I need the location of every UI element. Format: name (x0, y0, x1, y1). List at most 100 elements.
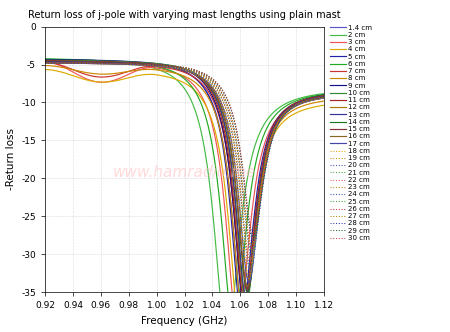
16 cm (171, 66, 176, 70)
14 cm (321, 95, 327, 99)
14 cm (262, 162, 267, 166)
10 cm (42, 58, 48, 62)
9 cm (262, 156, 267, 160)
26 cm (313, 97, 319, 101)
26 cm (178, 65, 183, 69)
29 cm (171, 64, 176, 68)
Line: 18 cm: 18 cm (45, 63, 324, 279)
13 cm (171, 65, 176, 69)
25 cm (42, 61, 48, 65)
18 cm (321, 96, 327, 100)
6 cm (321, 92, 327, 96)
26 cm (262, 168, 267, 172)
13 cm (57, 60, 62, 64)
30 cm (171, 64, 176, 68)
29 cm (313, 97, 319, 101)
24 cm (171, 65, 176, 69)
13 cm (262, 155, 267, 159)
22 cm (248, 261, 253, 265)
Line: 19 cm: 19 cm (45, 63, 324, 275)
2 cm (313, 93, 319, 97)
3 cm (313, 97, 319, 101)
Legend: 1.4 cm, 2 cm, 3 cm, 4 cm, 5 cm, 6 cm, 7 cm, 8 cm, 9 cm, 10 cm, 11 cm, 12 cm, 13 : 1.4 cm, 2 cm, 3 cm, 4 cm, 5 cm, 6 cm, 7 … (330, 25, 372, 241)
15 cm (171, 65, 176, 69)
24 cm (313, 97, 319, 101)
21 cm (57, 61, 62, 65)
12 cm (42, 59, 48, 63)
1.4 cm (262, 155, 267, 159)
Line: 7 cm: 7 cm (45, 62, 324, 300)
6 cm (313, 94, 319, 98)
22 cm (171, 65, 176, 69)
11 cm (313, 95, 319, 99)
21 cm (171, 65, 176, 69)
Line: 30 cm: 30 cm (45, 63, 324, 233)
15 cm (321, 95, 327, 99)
10 cm (313, 95, 319, 99)
10 cm (178, 65, 183, 69)
20 cm (178, 66, 183, 70)
11 cm (171, 65, 176, 69)
16 cm (321, 96, 327, 100)
24 cm (249, 254, 254, 258)
7 cm (313, 97, 319, 101)
14 cm (57, 60, 62, 64)
10 cm (57, 58, 62, 62)
23 cm (171, 65, 176, 69)
29 cm (178, 65, 183, 69)
30 cm (251, 231, 256, 235)
8 cm (321, 99, 327, 103)
Line: 25 cm: 25 cm (45, 63, 324, 252)
19 cm (178, 67, 183, 71)
27 cm (171, 64, 176, 68)
5 cm (57, 58, 62, 62)
4 cm (262, 156, 267, 160)
5 cm (313, 95, 319, 99)
12 cm (178, 67, 183, 71)
26 cm (57, 61, 62, 65)
29 cm (313, 97, 319, 101)
5 cm (178, 68, 183, 72)
Line: 8 cm: 8 cm (45, 65, 324, 300)
Line: 4 cm: 4 cm (45, 69, 324, 300)
19 cm (246, 273, 252, 277)
30 cm (313, 96, 319, 100)
24 cm (313, 97, 319, 101)
8 cm (171, 71, 176, 75)
11 cm (42, 59, 48, 63)
11 cm (321, 94, 327, 98)
5 cm (313, 95, 319, 99)
25 cm (262, 169, 267, 173)
1.4 cm (321, 94, 327, 98)
9 cm (42, 57, 48, 61)
Line: 14 cm: 14 cm (45, 62, 324, 293)
Line: 23 cm: 23 cm (45, 63, 324, 260)
9 cm (57, 58, 62, 62)
20 cm (171, 65, 176, 69)
2 cm (313, 93, 319, 97)
12 cm (313, 96, 319, 100)
6 cm (226, 298, 231, 302)
Line: 12 cm: 12 cm (45, 61, 324, 300)
7 cm (313, 97, 319, 101)
23 cm (262, 165, 267, 169)
19 cm (171, 65, 176, 69)
7 cm (57, 63, 62, 67)
4 cm (171, 76, 176, 80)
18 cm (246, 277, 252, 281)
18 cm (178, 67, 183, 71)
30 cm (178, 65, 183, 69)
8 cm (313, 100, 319, 104)
10 cm (242, 298, 247, 302)
11 cm (241, 298, 246, 302)
21 cm (178, 66, 183, 70)
18 cm (171, 66, 176, 70)
17 cm (246, 281, 252, 285)
7 cm (262, 158, 267, 162)
17 cm (313, 97, 319, 101)
27 cm (321, 95, 327, 99)
17 cm (313, 97, 319, 101)
20 cm (248, 269, 253, 273)
19 cm (313, 97, 319, 101)
5 cm (171, 66, 176, 70)
